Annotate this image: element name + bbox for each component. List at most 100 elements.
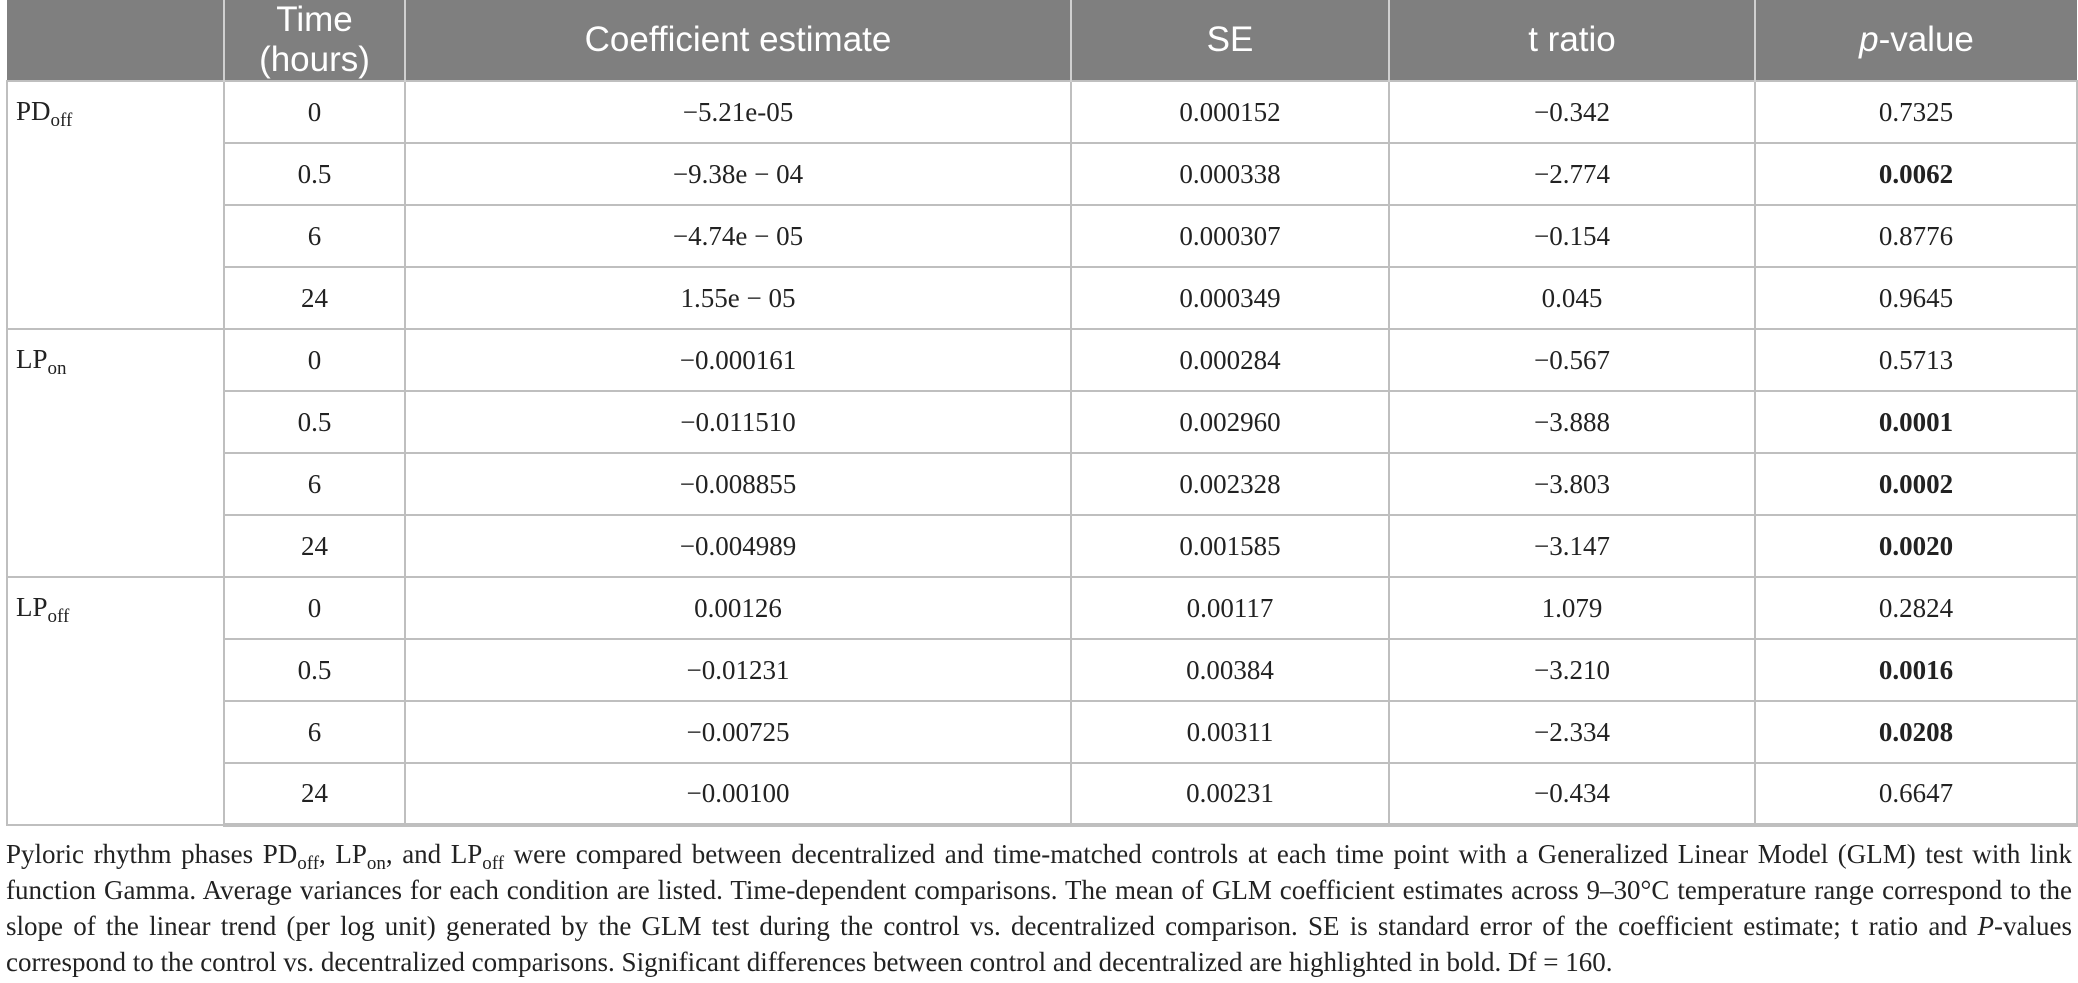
table-row: LPoff 0 0.00126 0.00117 1.079 0.2824 bbox=[6, 576, 2078, 826]
cell-coefficient: −0.008855 bbox=[404, 452, 1072, 516]
caption-text: Pyloric rhythm phases PD bbox=[6, 839, 298, 869]
header-se: SE bbox=[1070, 0, 1389, 81]
cell-se: 0.002328 bbox=[1070, 452, 1390, 516]
cell-p-value: 0.9645 bbox=[1754, 266, 2078, 330]
cell-t-ratio: −2.334 bbox=[1388, 700, 1756, 764]
cell-p-value: 0.0062 bbox=[1754, 142, 2078, 206]
cell-time: 0 bbox=[223, 80, 406, 144]
cell-p-value: 0.0002 bbox=[1754, 452, 2078, 516]
cell-p-value: 0.2824 bbox=[1754, 576, 2078, 640]
table-row: 6 −4.74e − 05 0.000307 −0.154 0.8776 bbox=[7, 204, 2078, 268]
cell-coefficient: 0.00126 bbox=[404, 576, 1072, 640]
group-label-base: LP bbox=[16, 344, 48, 374]
cell-se: 0.00117 bbox=[1070, 576, 1390, 640]
caption-text: were compared between decentralized and … bbox=[6, 839, 2072, 941]
table-caption: Pyloric rhythm phases PDoff, LPon, and L… bbox=[6, 836, 2072, 980]
cell-coefficient: −0.00725 bbox=[404, 700, 1072, 764]
cell-time: 24 bbox=[223, 762, 406, 827]
cell-coefficient: −0.01231 bbox=[404, 638, 1072, 702]
cell-time: 6 bbox=[223, 452, 406, 516]
caption-text: , and LP bbox=[385, 839, 483, 869]
cell-se: 0.001585 bbox=[1070, 514, 1390, 578]
cell-p-value: 0.0016 bbox=[1754, 638, 2078, 702]
cell-p-value: 0.6647 bbox=[1754, 762, 2078, 827]
cell-t-ratio: 1.079 bbox=[1388, 576, 1756, 640]
table-row: 0.5 −9.38e − 04 0.000338 −2.774 0.0062 bbox=[7, 142, 2078, 206]
cell-se: 0.000349 bbox=[1070, 266, 1390, 330]
cell-t-ratio: −0.154 bbox=[1388, 204, 1756, 268]
cell-time: 0 bbox=[223, 576, 406, 640]
cell-coefficient: −0.000161 bbox=[404, 328, 1072, 392]
cell-time: 0.5 bbox=[223, 638, 406, 702]
cell-t-ratio: −3.888 bbox=[1388, 390, 1756, 454]
cell-p-value: 0.7325 bbox=[1754, 80, 2078, 144]
header-p-italic: p bbox=[1859, 20, 1879, 59]
table-row: 24 1.55e − 05 0.000349 0.045 0.9645 bbox=[7, 266, 2078, 330]
glm-results-table: Time (hours) Coefficient estimate SE t r… bbox=[6, 0, 2078, 827]
caption-text: -values correspond to the control vs. de… bbox=[6, 911, 2072, 977]
header-p-value: p-value bbox=[1754, 0, 2077, 81]
cell-p-value: 0.8776 bbox=[1754, 204, 2078, 268]
cell-t-ratio: 0.045 bbox=[1388, 266, 1756, 330]
cell-coefficient: −0.004989 bbox=[404, 514, 1072, 578]
cell-t-ratio: −0.342 bbox=[1388, 80, 1756, 144]
cell-p-value: 0.0208 bbox=[1754, 700, 2078, 764]
cell-se: 0.000152 bbox=[1070, 80, 1390, 144]
cell-coefficient: −9.38e − 04 bbox=[404, 142, 1072, 206]
cell-t-ratio: −2.774 bbox=[1388, 142, 1756, 206]
group-label: LPoff bbox=[6, 576, 225, 826]
caption-sub: off bbox=[482, 853, 505, 874]
table-row: PDoff 0 −5.21e-05 0.000152 −0.342 0.7325 bbox=[6, 80, 2078, 330]
cell-time: 24 bbox=[223, 266, 406, 330]
cell-se: 0.00384 bbox=[1070, 638, 1390, 702]
cell-se: 0.00311 bbox=[1070, 700, 1390, 764]
group-label: PDoff bbox=[6, 80, 225, 330]
group-label-sub: on bbox=[47, 358, 67, 379]
cell-p-value: 0.0020 bbox=[1754, 514, 2078, 578]
group-label: LPon bbox=[6, 328, 225, 578]
table-row: 24 −0.004989 0.001585 −3.147 0.0020 bbox=[7, 514, 2078, 578]
table-row: 6 −0.00725 0.00311 −2.334 0.0208 bbox=[7, 700, 2078, 764]
cell-se: 0.002960 bbox=[1070, 390, 1390, 454]
cell-time: 6 bbox=[223, 204, 406, 268]
cell-time: 6 bbox=[223, 700, 406, 764]
cell-time: 0.5 bbox=[223, 142, 406, 206]
table-row: 24 −0.00100 0.00231 −0.434 0.6647 bbox=[7, 762, 2078, 827]
table-header: Time (hours) Coefficient estimate SE t r… bbox=[7, 0, 2077, 81]
header-coefficient: Coefficient estimate bbox=[404, 0, 1071, 81]
table-row: LPon 0 −0.000161 0.000284 −0.567 0.5713 bbox=[6, 328, 2078, 578]
cell-p-value: 0.5713 bbox=[1754, 328, 2078, 392]
table-row: 0.5 −0.01231 0.00384 −3.210 0.0016 bbox=[7, 638, 2078, 702]
cell-t-ratio: −0.434 bbox=[1388, 762, 1756, 827]
cell-t-ratio: −3.147 bbox=[1388, 514, 1756, 578]
cell-time: 24 bbox=[223, 514, 406, 578]
cell-se: 0.000307 bbox=[1070, 204, 1390, 268]
cell-se: 0.00231 bbox=[1070, 762, 1390, 827]
group-label-sub: off bbox=[47, 606, 70, 627]
cell-time: 0 bbox=[223, 328, 406, 392]
group-label-base: PD bbox=[16, 96, 51, 126]
caption-italic: P bbox=[1977, 911, 1995, 941]
table-body: PDoff 0 −5.21e-05 0.000152 −0.342 0.7325 0.5 −9… bbox=[6, 80, 2078, 827]
header-group bbox=[7, 0, 224, 81]
table-row: 6 −0.008855 0.002328 −3.803 0.0002 bbox=[7, 452, 2078, 516]
caption-text: , LP bbox=[319, 839, 367, 869]
header-p-suffix: -value bbox=[1878, 20, 1974, 59]
cell-t-ratio: −3.210 bbox=[1388, 638, 1756, 702]
cell-coefficient: −0.011510 bbox=[404, 390, 1072, 454]
caption-sub: on bbox=[366, 853, 386, 874]
header-row: Time (hours) Coefficient estimate SE t r… bbox=[7, 0, 2077, 81]
cell-t-ratio: −3.803 bbox=[1388, 452, 1756, 516]
cell-coefficient: −5.21e-05 bbox=[404, 80, 1072, 144]
group-label-sub: off bbox=[50, 110, 73, 131]
caption-sub: off bbox=[297, 853, 320, 874]
group-label-base: LP bbox=[16, 592, 48, 622]
results-table-container: Time (hours) Coefficient estimate SE t r… bbox=[6, 0, 2078, 827]
cell-coefficient: −0.00100 bbox=[404, 762, 1072, 827]
cell-p-value: 0.0001 bbox=[1754, 390, 2078, 454]
header-time: Time (hours) bbox=[223, 0, 405, 81]
table-row: 0.5 −0.011510 0.002960 −3.888 0.0001 bbox=[7, 390, 2078, 454]
cell-se: 0.000284 bbox=[1070, 328, 1390, 392]
cell-time: 0.5 bbox=[223, 390, 406, 454]
cell-coefficient: −4.74e − 05 bbox=[404, 204, 1072, 268]
